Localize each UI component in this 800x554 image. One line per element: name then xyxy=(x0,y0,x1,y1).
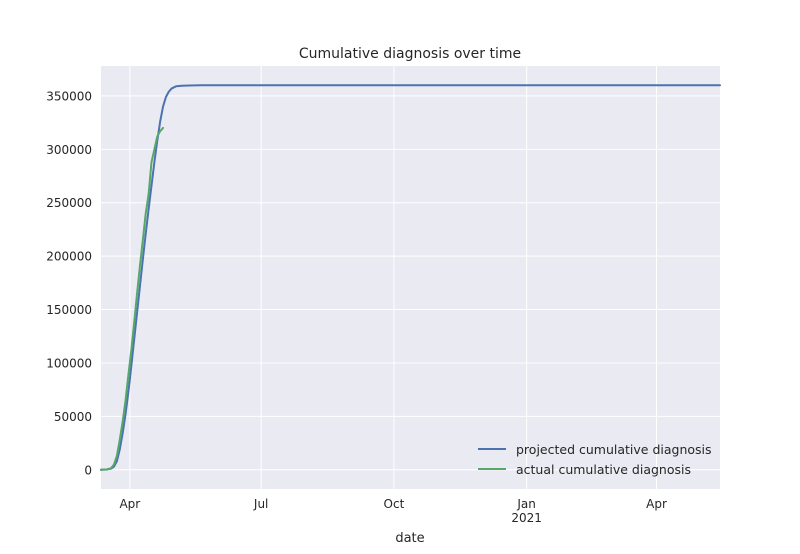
y-tick-label: 0 xyxy=(84,463,92,477)
y-tick-label: 250000 xyxy=(46,196,92,210)
x-tick-label: Jan xyxy=(516,497,536,511)
y-tick-label: 300000 xyxy=(46,143,92,157)
y-tick-label: 200000 xyxy=(46,250,92,264)
x-tick-label: Apr xyxy=(119,497,140,511)
chart-title: Cumulative diagnosis over time xyxy=(299,46,521,62)
x-tick-label: Oct xyxy=(384,497,405,511)
y-tick-label: 50000 xyxy=(54,410,92,424)
x-tick-label: Apr xyxy=(646,497,667,511)
x-tick-label: Jul xyxy=(253,497,268,511)
y-tick-label: 100000 xyxy=(46,356,92,370)
legend-label-projected: projected cumulative diagnosis xyxy=(516,442,712,457)
legend-label-actual: actual cumulative diagnosis xyxy=(516,462,691,477)
y-tick-labels: 0 50000 100000 150000 200000 250000 300000 3500… xyxy=(46,89,92,477)
series-line-projected xyxy=(100,84,721,471)
series-lines xyxy=(100,84,721,471)
x-tick-sublabel: 2021 xyxy=(511,511,542,525)
gridlines xyxy=(101,66,720,489)
plot-area-background xyxy=(101,66,720,489)
x-axis-label: date xyxy=(395,531,424,546)
y-tick-label: 350000 xyxy=(46,89,92,103)
legend: projected cumulative diagnosis actual cu… xyxy=(478,442,712,477)
series-line-actual xyxy=(100,126,165,471)
y-tick-label: 150000 xyxy=(46,303,92,317)
